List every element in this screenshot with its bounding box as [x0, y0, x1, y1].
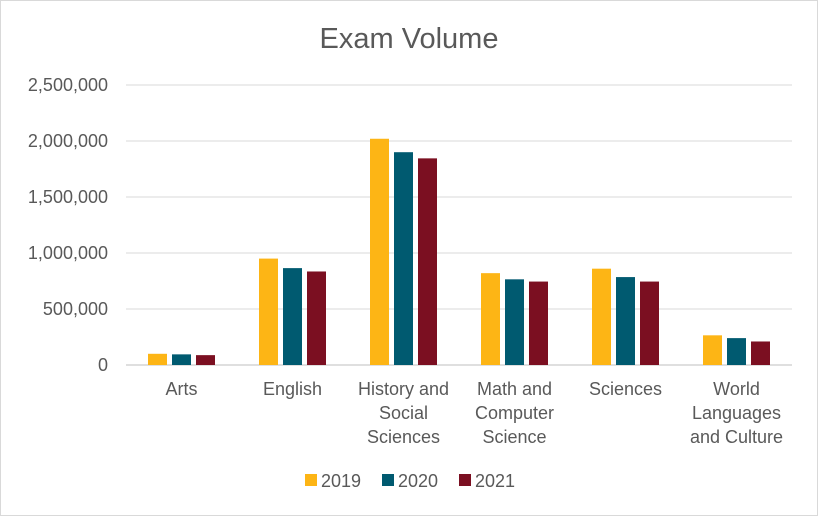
bar-2019: [148, 353, 167, 365]
category-label: World Languages and Culture: [690, 379, 783, 447]
bar-2020: [283, 268, 302, 365]
category-label: History and Social Sciences: [358, 379, 449, 447]
bar-2021: [307, 271, 326, 365]
bar-2020: [616, 277, 635, 365]
bar-2021: [418, 158, 437, 365]
bar-2020: [394, 152, 413, 365]
bar-2021: [751, 341, 770, 365]
category-label: Math and Computer Science: [475, 379, 554, 447]
bar-2019: [370, 138, 389, 365]
bar-2020: [727, 338, 746, 365]
y-tick-label: 0: [98, 355, 108, 375]
bar-2020: [505, 279, 524, 365]
chart-title: Exam Volume: [320, 23, 499, 55]
gridlines: [126, 84, 792, 366]
bar-2021: [640, 281, 659, 365]
legend-swatch-2021: [459, 474, 471, 486]
bar-2019: [481, 273, 500, 365]
category-labels: Arts English History and Social Sciences Math…: [165, 379, 783, 447]
category-label: Sciences: [589, 379, 662, 399]
legend-label-2021: 2021: [475, 471, 515, 491]
y-tick-label: 1,000,000: [28, 243, 108, 263]
y-tick-label: 1,500,000: [28, 187, 108, 207]
legend-label-2019: 2019: [321, 471, 361, 491]
bar-2021: [196, 355, 215, 365]
y-axis-ticks: 0 500,000 1,000,000 1,500,000 2,000,000 2,500…: [28, 75, 108, 375]
bar-2019: [592, 268, 611, 365]
bar-2019: [703, 335, 722, 365]
bar-2020: [172, 354, 191, 365]
category-label: Arts: [165, 379, 197, 399]
y-tick-label: 500,000: [43, 299, 108, 319]
legend-swatch-2019: [305, 474, 317, 486]
category-label: English: [263, 379, 322, 399]
legend: 2019 2020 2021: [305, 471, 515, 491]
bar-2019: [259, 258, 278, 365]
bars: [148, 138, 770, 365]
bar-2021: [529, 281, 548, 365]
legend-swatch-2020: [382, 474, 394, 486]
legend-label-2020: 2020: [398, 471, 438, 491]
y-tick-label: 2,000,000: [28, 131, 108, 151]
y-tick-label: 2,500,000: [28, 75, 108, 95]
